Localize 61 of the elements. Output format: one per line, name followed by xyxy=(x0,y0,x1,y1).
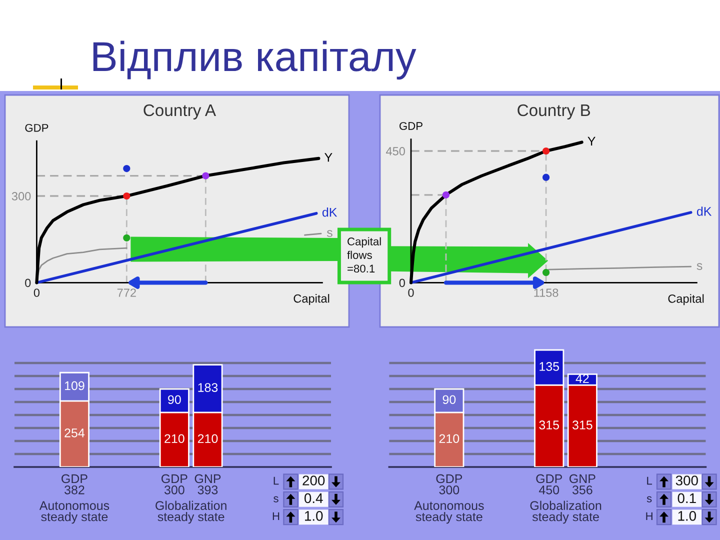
x-tick-label: GDP 382 xyxy=(62,474,88,494)
x-tick-label: GNP 393 xyxy=(194,474,221,494)
text: Autonomous steady state xyxy=(414,501,484,524)
text: H xyxy=(272,512,280,520)
data-label: 135 xyxy=(540,362,560,371)
data-label: 109 xyxy=(64,381,84,390)
data-label: 42 xyxy=(576,374,589,383)
data-label: 315 xyxy=(539,420,560,430)
point xyxy=(202,172,210,180)
data-label: 210 xyxy=(164,434,184,444)
point xyxy=(542,174,550,181)
series-label: dK xyxy=(322,208,338,217)
data-label: 90 xyxy=(168,395,181,404)
text: Відплив капіталу xyxy=(93,40,416,80)
y-axis-title: GDP xyxy=(400,122,422,130)
x-tick-label: 772 xyxy=(117,288,136,297)
y-tick-label: 450 xyxy=(386,147,405,156)
text: 1.0 xyxy=(305,510,323,521)
text: L xyxy=(647,476,652,485)
point xyxy=(442,191,450,198)
chart-title: Country A xyxy=(144,104,216,120)
data-label: 210 xyxy=(198,434,218,444)
x-tick-label: GDP 300 xyxy=(162,474,188,494)
text: 300 xyxy=(676,476,698,486)
series-label: Y xyxy=(588,136,596,146)
series-label: Y xyxy=(324,153,332,162)
text: Capital flows =80.1 xyxy=(347,237,381,273)
point xyxy=(542,147,550,155)
x-tick-label: 0 xyxy=(34,288,40,297)
x-tick-label: GNP 356 xyxy=(570,474,596,494)
data-label: 210 xyxy=(439,434,460,444)
text: 0.4 xyxy=(304,493,323,504)
text: Autonomous steady state xyxy=(39,501,110,524)
series-label: s xyxy=(326,230,332,237)
y-axis-title: GDP xyxy=(25,124,48,132)
text: Globalization steady state xyxy=(530,500,602,524)
text: 200 xyxy=(302,476,325,486)
text: s xyxy=(646,496,652,502)
data-label: 254 xyxy=(64,428,85,438)
point xyxy=(123,234,130,242)
data-label: 183 xyxy=(198,383,218,392)
text: L xyxy=(274,476,279,485)
text: s xyxy=(274,496,278,502)
point xyxy=(123,192,130,200)
series-label: dK xyxy=(696,206,712,216)
x-tick-label: 0 xyxy=(408,288,414,297)
x-tick-label: GDP 300 xyxy=(436,474,462,494)
x-tick-label: GDP 450 xyxy=(536,474,562,494)
text: H xyxy=(646,512,652,520)
data-label: 315 xyxy=(572,420,592,430)
text: 0.1 xyxy=(678,493,696,504)
data-label: 90 xyxy=(442,395,456,404)
series-label: s xyxy=(696,263,702,270)
x-tick-label: 1158 xyxy=(534,288,558,297)
point xyxy=(123,165,130,172)
x-axis-title: Capital xyxy=(294,294,330,306)
chart-title: Country B xyxy=(518,104,590,120)
x-axis-title: Capital xyxy=(668,294,704,306)
point xyxy=(542,268,550,276)
text: 1.0 xyxy=(678,510,696,521)
text: Globalization steady state xyxy=(156,500,226,524)
